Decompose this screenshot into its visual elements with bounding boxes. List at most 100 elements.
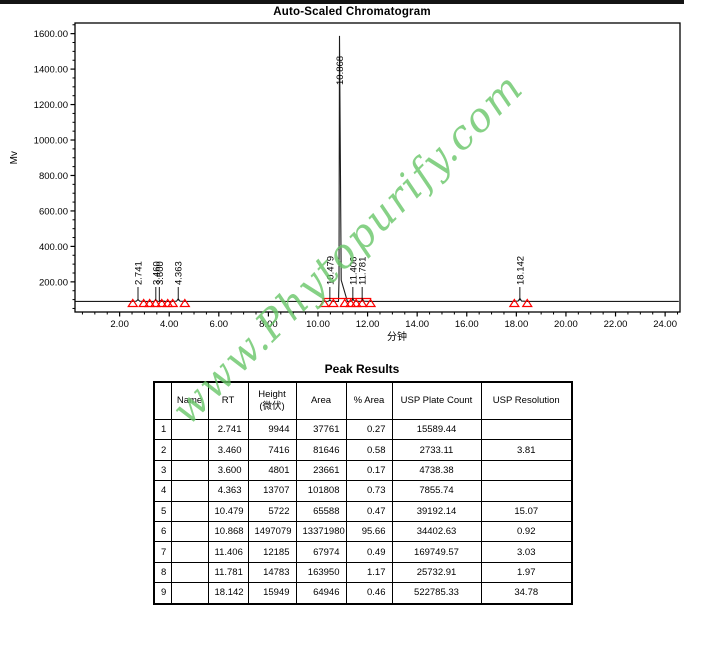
- integration-marker-icon: [508, 298, 520, 308]
- integration-marker-icon: [364, 298, 377, 308]
- table-cell: 1: [153, 418, 172, 441]
- table-cell: 0.17: [345, 459, 393, 482]
- table-row: 8 11.781 14783 163950 1.17 25732.91 1.97: [153, 561, 573, 584]
- x-tick-label: 12.00: [356, 319, 380, 330]
- peak-rt-label: 3.600: [155, 261, 166, 285]
- table-cell: 25732.91: [391, 561, 482, 584]
- table-cell: 2.741: [207, 418, 249, 441]
- y-tick-label: 1000.00: [34, 135, 68, 146]
- table-header: Name RT Height (微伏) Area% Area USP Plate Coun…: [153, 381, 573, 420]
- peak-rt-label: 11.781: [358, 257, 369, 285]
- table-cell: 9: [153, 582, 172, 605]
- table-cell: 4: [153, 480, 172, 502]
- table-cell: 163950: [295, 561, 347, 584]
- table-row: 7 11.406 12185 67974 0.49 169749.57 3.03: [153, 541, 573, 563]
- integration-marker-icon: [179, 298, 191, 308]
- table-cell: 11.781: [207, 561, 249, 584]
- integration-marker-icon: [138, 298, 150, 308]
- column-header: RT: [207, 381, 249, 420]
- signal-trace: [75, 35, 679, 302]
- table-cell: 67974: [295, 541, 347, 563]
- peak-rt-label: 10.479: [325, 256, 336, 285]
- peak-rt-label: 4.363: [174, 261, 185, 285]
- y-tick-label: 600.00: [39, 206, 68, 217]
- integration-marker-icon: [149, 298, 162, 308]
- table-cell: 3.81: [480, 439, 573, 461]
- table-cell: [170, 480, 209, 502]
- table-cell: 10.479: [207, 500, 249, 522]
- table-cell: [170, 439, 209, 461]
- table-cell: 9944: [247, 418, 297, 441]
- table-cell: 0.73: [345, 480, 393, 502]
- table-cell: 4.363: [207, 480, 249, 502]
- table-cell: 15.07: [480, 500, 573, 522]
- table-cell: [480, 459, 573, 482]
- table-cell: 0.27: [345, 418, 393, 441]
- table-cell: 11.406: [207, 541, 249, 563]
- y-tick-label: 1200.00: [34, 100, 68, 111]
- table-cell: 522785.33: [391, 582, 482, 605]
- table-header-row: Name RT Height (微伏) Area% Area USP Plate Coun…: [153, 381, 573, 420]
- table-cell: 0.49: [345, 541, 393, 563]
- integration-marker-icon: [327, 298, 339, 308]
- chromatogram-plot: 200.00 400.00 600.00 800.00 1000.00 1200.00 14…: [9, 22, 681, 343]
- table-cell: [170, 541, 209, 563]
- integration-marker-icon: [318, 298, 330, 308]
- y-tick-label: 1600.00: [34, 29, 68, 40]
- integration-marker-icon: [350, 298, 362, 308]
- x-tick-label: 22.00: [604, 319, 628, 330]
- table-cell: [170, 520, 209, 543]
- table-row: 6 10.868 1497079 13371980 95.66 34402.63 0.92: [153, 520, 573, 543]
- table-cell: 1.17: [345, 561, 393, 584]
- table-cell: [480, 418, 573, 441]
- column-header: % Area: [345, 381, 393, 420]
- table-cell: [170, 582, 209, 605]
- table-row: 4 4.363 13707 101808 0.73 7855.74: [153, 480, 573, 502]
- table-cell: 3.460: [207, 439, 249, 461]
- column-header: USP Plate Count: [391, 381, 482, 420]
- x-tick-label: 16.00: [455, 319, 479, 330]
- table-cell: 2: [153, 439, 172, 461]
- x-axis-title: 分钟: [387, 330, 407, 343]
- y-tick-label: 200.00: [39, 277, 68, 288]
- table-cell: 81646: [295, 439, 347, 461]
- table-row: 3 3.600 4801 23661 0.17 4738.38: [153, 459, 573, 482]
- table-cell: [170, 418, 209, 441]
- peak-rt-label: 11.406: [348, 257, 359, 285]
- chart-title: Auto-Scaled Chromatogram: [273, 6, 431, 18]
- peak-results-table: Name RT Height (微伏) Area% Area USP Plate Coun…: [153, 381, 573, 605]
- table-cell: 7416: [247, 439, 297, 461]
- table-cell: 37761: [295, 418, 347, 441]
- x-tick-label: 2.00: [110, 319, 129, 330]
- integration-marker-icon: [156, 298, 168, 308]
- table-cell: 7855.74: [391, 480, 482, 502]
- integration-marker-icon: [127, 298, 139, 308]
- table-cell: 13371980: [295, 520, 347, 543]
- table-row: 2 3.460 7416 81646 0.58 2733.11 3.81: [153, 439, 573, 461]
- y-axis-title: Mv: [9, 151, 20, 164]
- y-tick-label: 400.00: [39, 242, 68, 253]
- x-tick-label: 10.00: [306, 319, 330, 330]
- table-cell: 34402.63: [391, 520, 482, 543]
- table-cell: 5722: [247, 500, 297, 522]
- table-cell: 0.58: [345, 439, 393, 461]
- table-row: 5 10.479 5722 65588 0.47 39192.14 15.07: [153, 500, 573, 522]
- table-cell: 0.92: [480, 520, 573, 543]
- table-cell: 18.142: [207, 582, 249, 605]
- x-tick-label: 24.00: [653, 319, 677, 330]
- integration-marker-icon: [521, 298, 533, 308]
- integration-marker-icon: [356, 298, 368, 308]
- table-cell: 6: [153, 520, 172, 543]
- table-cell: 2733.11: [391, 439, 482, 461]
- column-header: Name: [170, 381, 209, 420]
- column-header: [153, 381, 172, 420]
- table-cell: 101808: [295, 480, 347, 502]
- table-cell: 5: [153, 500, 172, 522]
- peak-rt-label: 3.460: [151, 261, 162, 285]
- table-row: 1 2.741 9944 37761 0.27 15589.44: [153, 418, 573, 441]
- x-tick-label: 4.00: [160, 319, 179, 330]
- peak-rt-label: 18.142: [515, 256, 526, 285]
- table-cell: 0.47: [345, 500, 393, 522]
- table-cell: [170, 561, 209, 584]
- y-tick-label: 1400.00: [34, 64, 68, 75]
